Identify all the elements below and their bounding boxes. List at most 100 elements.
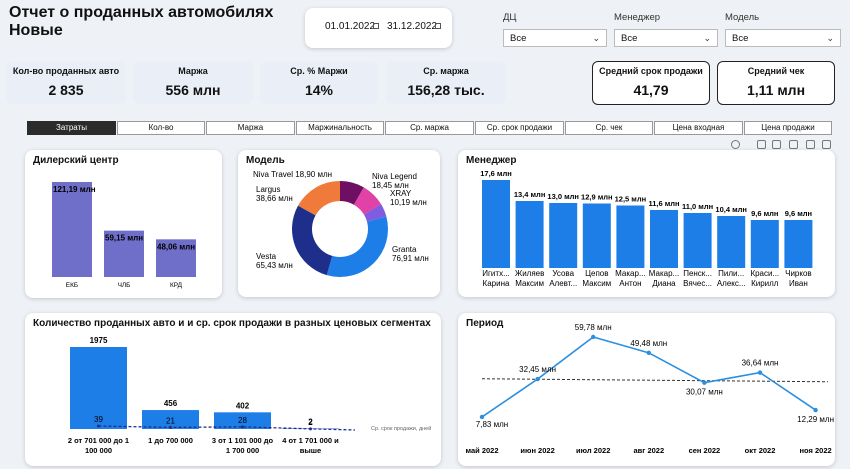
dealer-category-label: КРД — [170, 282, 183, 289]
segment-category-label: 3 от 1 101 000 до — [212, 436, 274, 445]
segments-chart-title: Количество проданных авто и и ср. срок п… — [33, 318, 431, 329]
manager-bar[interactable] — [683, 213, 712, 268]
segment-category-label: 4 от 1 701 000 и — [282, 436, 339, 445]
pin-icon[interactable] — [757, 140, 766, 149]
manager-name-label: Вячес... — [683, 279, 712, 288]
manager-bar[interactable] — [549, 203, 578, 268]
period-value-label: 49,48 млн — [630, 339, 667, 348]
manager-bar[interactable] — [650, 210, 678, 268]
model-slice[interactable] — [340, 181, 364, 205]
tab-avg-sale-term[interactable]: Ср. срок продажи — [475, 121, 564, 135]
period-point[interactable] — [646, 350, 651, 356]
segment-count-label: 402 — [236, 401, 250, 410]
copy-icon[interactable] — [772, 140, 781, 149]
kpi-value: 14% — [304, 82, 334, 98]
kpi-value: 41,79 — [633, 82, 669, 98]
model-slice-label: Niva Legend — [372, 172, 417, 181]
manager-bar-label: 9,6 млн — [751, 209, 778, 218]
dealer-bar[interactable] — [156, 239, 196, 277]
model-slice-label: Niva Travel 18,90 млн — [253, 170, 332, 179]
manager-name-label: Алекс... — [717, 279, 746, 288]
manager-bar-label: 9,6 млн — [785, 209, 812, 218]
tab-costs[interactable]: Затраты — [27, 121, 116, 135]
kpi-avg-sale-term: Средний срок продажи 41,79 — [592, 61, 710, 105]
period-point[interactable] — [757, 370, 763, 375]
dealer-bar[interactable] — [104, 230, 144, 277]
manager-name-label: Максим — [515, 279, 544, 288]
date-range-filter: 01.01.2022 31.12.2022 — [305, 8, 452, 48]
period-series-line — [481, 336, 817, 418]
dealer-chart-card: Дилерский центр 121,19 млн ЕКБ 59,15 млн ЧЛ… — [25, 150, 222, 298]
segment-days-label: 39 — [94, 415, 103, 424]
manager-bar[interactable] — [750, 220, 779, 268]
more-options-icon[interactable] — [822, 140, 831, 149]
dealer-bar[interactable] — [52, 182, 92, 277]
period-month-label: июн 2022 — [520, 446, 554, 455]
model-slice[interactable] — [298, 181, 340, 216]
filter-model-select[interactable]: Все ⌄ — [725, 29, 841, 47]
tab-marginality[interactable]: Маржинальность — [296, 121, 384, 135]
calendar-icon[interactable] — [373, 23, 379, 29]
segment-bar[interactable] — [142, 410, 199, 429]
manager-name-label: Краси... — [750, 269, 779, 278]
manager-name-label: Макар... — [649, 269, 679, 278]
segment-days-point[interactable] — [97, 424, 100, 428]
filter-dealer-select[interactable]: Все ⌄ — [503, 29, 607, 47]
manager-bar[interactable] — [482, 180, 510, 268]
segment-days-point[interactable] — [169, 425, 172, 429]
dealer-bar-label: 59,15 млн — [105, 234, 143, 243]
calendar-icon[interactable] — [435, 23, 441, 29]
segment-days-point[interactable] — [309, 427, 312, 431]
period-point[interactable] — [813, 407, 818, 413]
period-value-label: 30,07 млн — [686, 388, 723, 397]
segment-days-point[interactable] — [241, 425, 244, 429]
kpi-value: 2 835 — [48, 82, 84, 98]
tab-avg-margin[interactable]: Ср. маржа — [385, 121, 474, 135]
segments-chart-card: Количество проданных авто и и ср. срок п… — [25, 313, 441, 466]
tab-avg-check[interactable]: Ср. чек — [565, 121, 653, 135]
help-icon[interactable] — [731, 140, 740, 149]
segment-count-label: 1975 — [90, 336, 108, 345]
kpi-label: Средний чек — [747, 66, 805, 76]
kpi-value: 556 млн — [165, 82, 221, 98]
segment-bar[interactable] — [214, 412, 271, 429]
focus-mode-icon[interactable] — [806, 140, 815, 149]
model-slice-label: 65,43 млн — [256, 261, 293, 270]
manager-bar[interactable] — [717, 216, 746, 268]
period-point[interactable] — [591, 334, 596, 340]
date-to[interactable]: 31.12.2022 — [387, 21, 438, 32]
tab-count[interactable]: Кол-во — [117, 121, 205, 135]
tab-margin[interactable]: Маржа — [206, 121, 295, 135]
manager-bar[interactable] — [515, 201, 544, 268]
period-month-label: окт 2022 — [745, 446, 776, 455]
manager-bar-label: 12,9 млн — [581, 193, 613, 202]
period-chart-title: Период — [466, 318, 504, 329]
period-point[interactable] — [702, 380, 707, 385]
manager-bar[interactable] — [616, 205, 645, 269]
segment-bar[interactable] — [70, 347, 127, 429]
filter-manager-select[interactable]: Все ⌄ — [614, 29, 718, 47]
model-slice[interactable] — [292, 205, 333, 276]
period-point[interactable] — [535, 376, 540, 382]
model-slice[interactable] — [326, 216, 388, 277]
tab-entry-price[interactable]: Цена входная — [654, 121, 743, 135]
tab-sale-price[interactable]: Цена продажи — [744, 121, 832, 135]
filter-icon[interactable] — [789, 140, 798, 149]
filter-value: Все — [510, 33, 527, 44]
filter-manager: Менеджер Все ⌄ — [614, 12, 718, 47]
manager-name-label: Пенск... — [683, 269, 712, 278]
filter-label: ДЦ — [503, 12, 517, 23]
manager-bar-label: 11,6 млн — [648, 199, 679, 208]
model-slice[interactable] — [363, 204, 387, 222]
date-from[interactable]: 01.01.2022 — [325, 21, 376, 32]
filter-model: Модель Все ⌄ — [725, 12, 841, 47]
manager-bar[interactable] — [784, 220, 813, 268]
period-point[interactable] — [479, 414, 485, 420]
model-slice[interactable] — [353, 187, 382, 215]
manager-name-label: Антон — [619, 279, 641, 288]
period-value-label: 59,78 млн — [575, 323, 612, 332]
kpi-label: Маржа — [178, 66, 208, 76]
model-slice-label: Granta — [392, 245, 417, 254]
title-line-2: Новые — [9, 22, 63, 39]
manager-bar[interactable] — [582, 203, 611, 269]
